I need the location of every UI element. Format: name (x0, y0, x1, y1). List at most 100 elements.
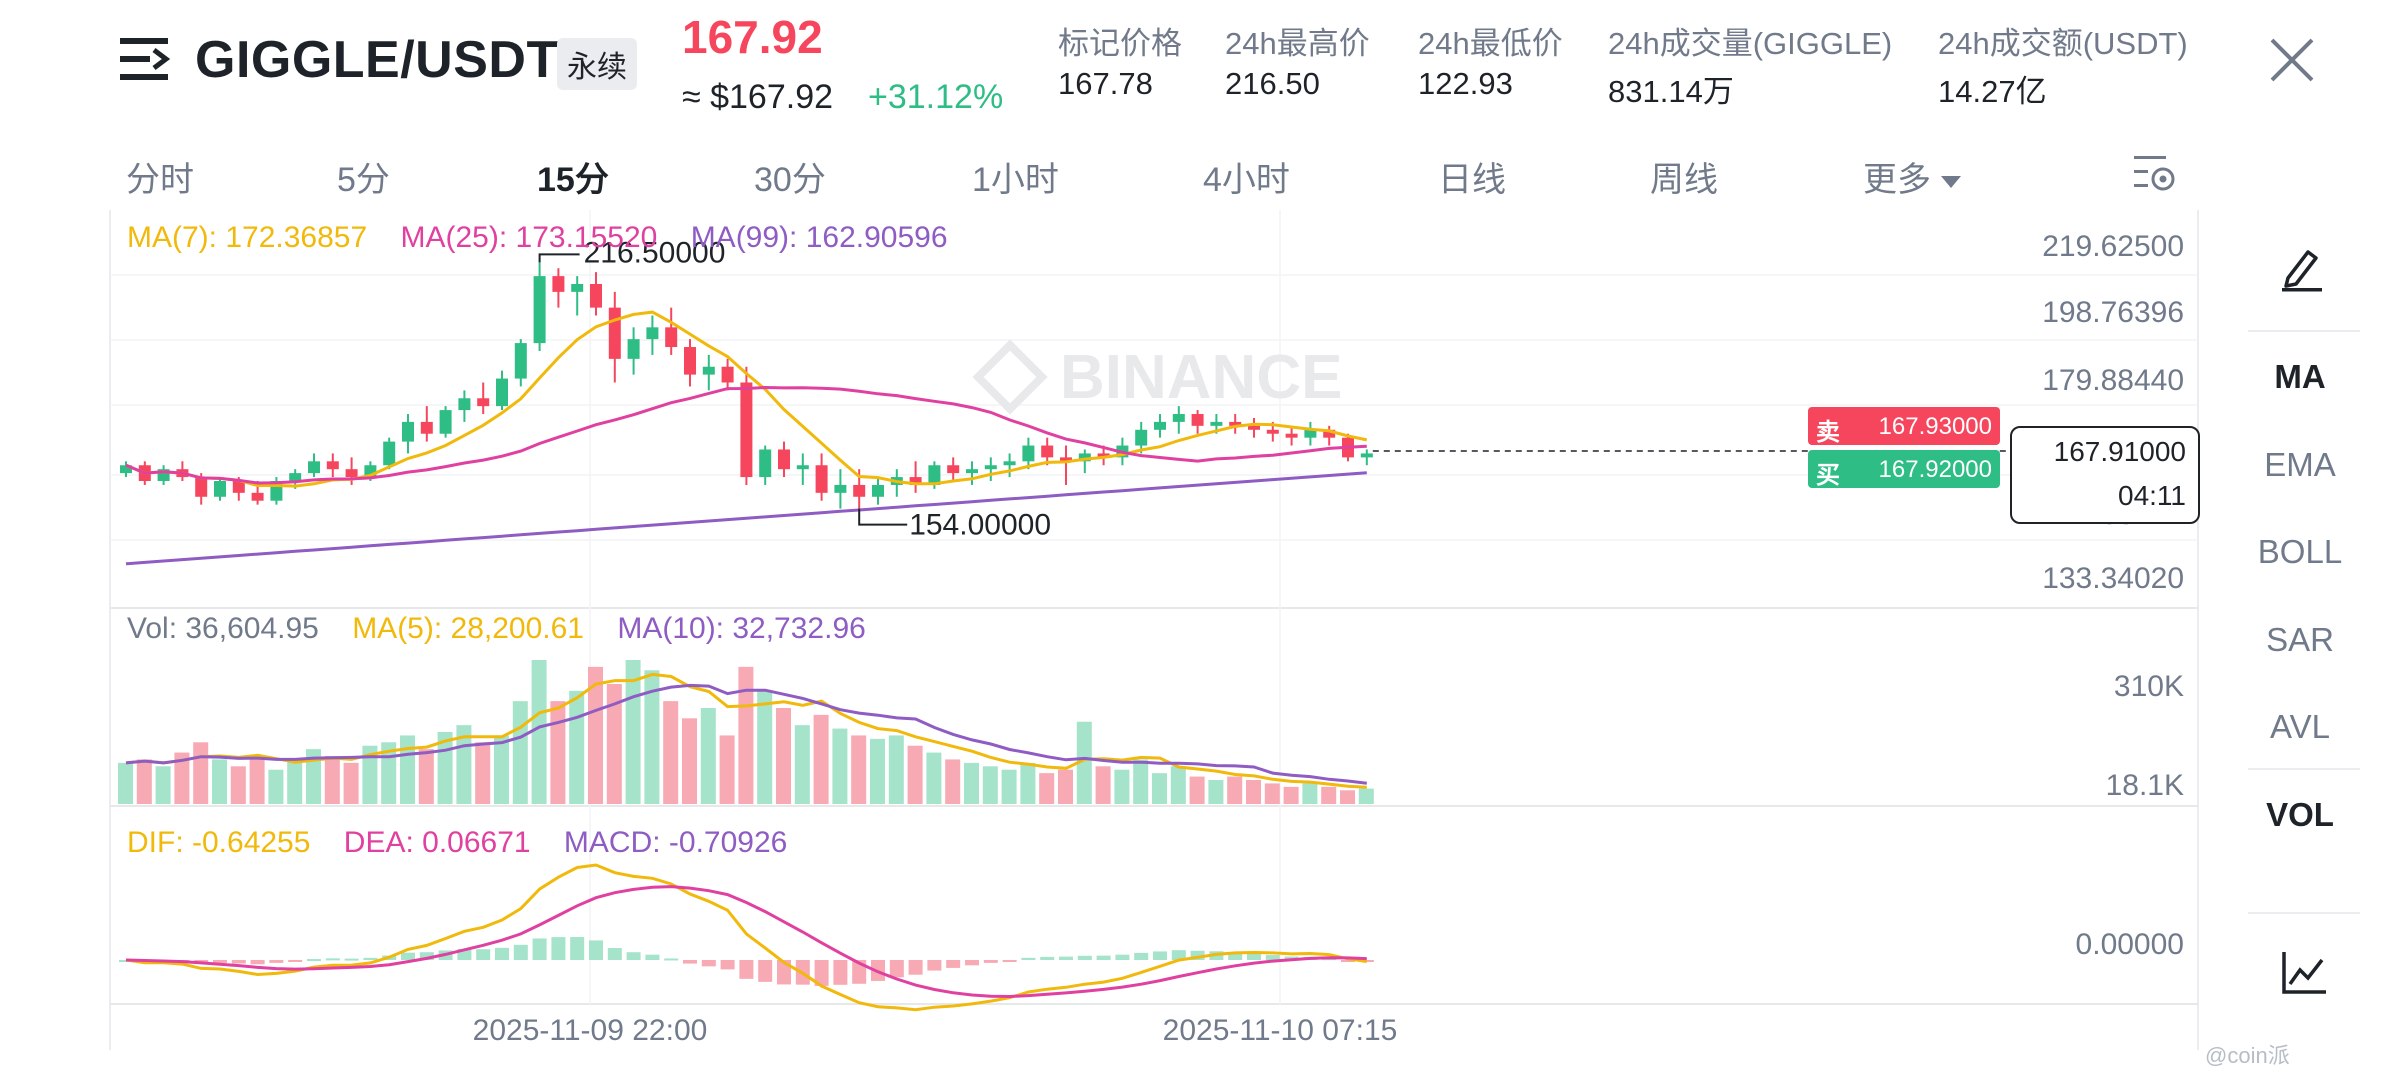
candle-body (759, 449, 772, 478)
macd-histogram-bar (814, 960, 829, 986)
trading-pair-title[interactable]: GIGGLE/USDT (195, 31, 559, 89)
tab-4h[interactable]: 4小时 (1203, 161, 1290, 199)
candle (1229, 414, 1242, 434)
candle-body (458, 398, 471, 411)
indicator-sar[interactable]: SAR (2266, 621, 2334, 658)
macd-histogram-bar (927, 960, 942, 971)
line-chart-icon[interactable] (2280, 950, 2328, 996)
macd-legend: DIF: -0.64255 DEA: 0.06671 MACD: -0.7092… (127, 826, 787, 860)
current-price: 167.91000 (2053, 436, 2186, 467)
last-price: 167.92 (682, 11, 823, 63)
macd-histogram-bar (607, 948, 622, 960)
volume-bar (531, 660, 547, 804)
macd-histogram-bar (758, 960, 773, 982)
volume-bar (1058, 769, 1073, 804)
volume-bar (700, 708, 716, 804)
volume-bar (1283, 786, 1299, 804)
volume-bar (193, 742, 209, 804)
tab-more-label: 更多 (1863, 161, 1931, 199)
tab-5m[interactable]: 5分 (337, 161, 390, 199)
time-axis-label: 2025-11-09 22:00 (473, 1014, 708, 1047)
tab-15m[interactable]: 15分 (537, 161, 609, 199)
tab-1d[interactable]: 日线 (1438, 161, 1506, 199)
volume-bar (1302, 783, 1318, 804)
menu-lines-icon[interactable] (120, 36, 172, 84)
volume-bar (1076, 721, 1092, 804)
volume-bar (757, 690, 773, 804)
indicator-ma[interactable]: MA (2274, 358, 2326, 395)
tab-1w[interactable]: 周线 (1650, 161, 1718, 199)
candle (815, 453, 828, 501)
candle (947, 457, 960, 482)
candle-countdown: 04:11 (2118, 480, 2186, 511)
ma99-legend: MA(99): 162.90596 (690, 221, 948, 254)
candle-body (909, 477, 922, 485)
price-axis-label: 219.62500 (2042, 230, 2184, 263)
candle (402, 414, 414, 454)
vol-legend: Vol: 36,604.95 (127, 612, 319, 645)
tab-more[interactable]: 更多 (1863, 152, 1961, 201)
chart-settings-icon[interactable] (2132, 150, 2178, 196)
indicator-ema[interactable]: EMA (2264, 446, 2336, 483)
indicator-avl[interactable]: AVL (2270, 708, 2330, 745)
macd-histogram-bar (664, 958, 679, 961)
candle-body (1266, 429, 1279, 434)
macd-histogram-bar (1190, 950, 1205, 960)
volume-bar (644, 670, 660, 804)
time-axis-label: 2025-11-10 07:15 (1163, 1014, 1398, 1047)
macd-histogram-bar (1153, 951, 1167, 960)
volume-bar (287, 759, 303, 804)
volume-bar (926, 752, 942, 804)
candle (176, 461, 189, 482)
price-axis-label: 133.34020 (2042, 562, 2184, 595)
volume-bar (719, 735, 735, 804)
tab-timeshare[interactable]: 分时 (126, 161, 194, 199)
volume-bar (475, 742, 491, 804)
volume-bar (945, 759, 961, 804)
volume-bar (494, 735, 509, 804)
volume-bar (982, 766, 998, 804)
candle-body (778, 449, 790, 470)
macd-histogram-bar (645, 954, 660, 960)
volume-bar (1208, 780, 1224, 804)
indicator-vol[interactable]: VOL (2266, 796, 2334, 833)
candle-body (345, 469, 358, 478)
macd-histogram-bar (983, 960, 998, 963)
low-price-marker: 154.00000 (909, 509, 1051, 542)
macd-histogram-bar (325, 958, 340, 961)
source-credit: @coin派 (2205, 1043, 2290, 1068)
macd-histogram-bar (495, 947, 509, 960)
macd-histogram-bar (833, 960, 848, 985)
candle (514, 339, 527, 387)
indicator-boll[interactable]: BOLL (2257, 533, 2343, 570)
macd-histogram-bar (1171, 950, 1186, 960)
candle-body (289, 473, 302, 482)
volume-bar (964, 762, 979, 804)
close-icon[interactable] (2268, 36, 2316, 84)
volume-bar (230, 766, 246, 804)
volume-bar (249, 756, 265, 804)
tab-1h[interactable]: 1小时 (972, 161, 1059, 199)
candle-body (1285, 433, 1298, 438)
candle-body (834, 484, 847, 493)
candle (533, 262, 546, 351)
high-24h-label: 24h最高价 (1225, 26, 1370, 61)
candle (308, 453, 320, 478)
macd-histogram-bar (476, 949, 491, 960)
candle-body (552, 276, 565, 292)
volume-bar (907, 745, 923, 804)
candle-body (1135, 429, 1148, 446)
macd-histogram-bar (1341, 960, 1355, 962)
volume-bar (1039, 773, 1055, 804)
candle (834, 469, 847, 509)
macd-histogram-bar (626, 952, 641, 960)
candle (796, 453, 809, 485)
candle-body (608, 307, 621, 359)
candle (157, 465, 170, 485)
candle-body (439, 410, 452, 434)
bid-price: 167.92000 (1878, 456, 1992, 483)
tab-30m[interactable]: 30分 (754, 161, 826, 199)
pencil-icon[interactable] (2278, 246, 2328, 292)
candle (721, 358, 734, 391)
